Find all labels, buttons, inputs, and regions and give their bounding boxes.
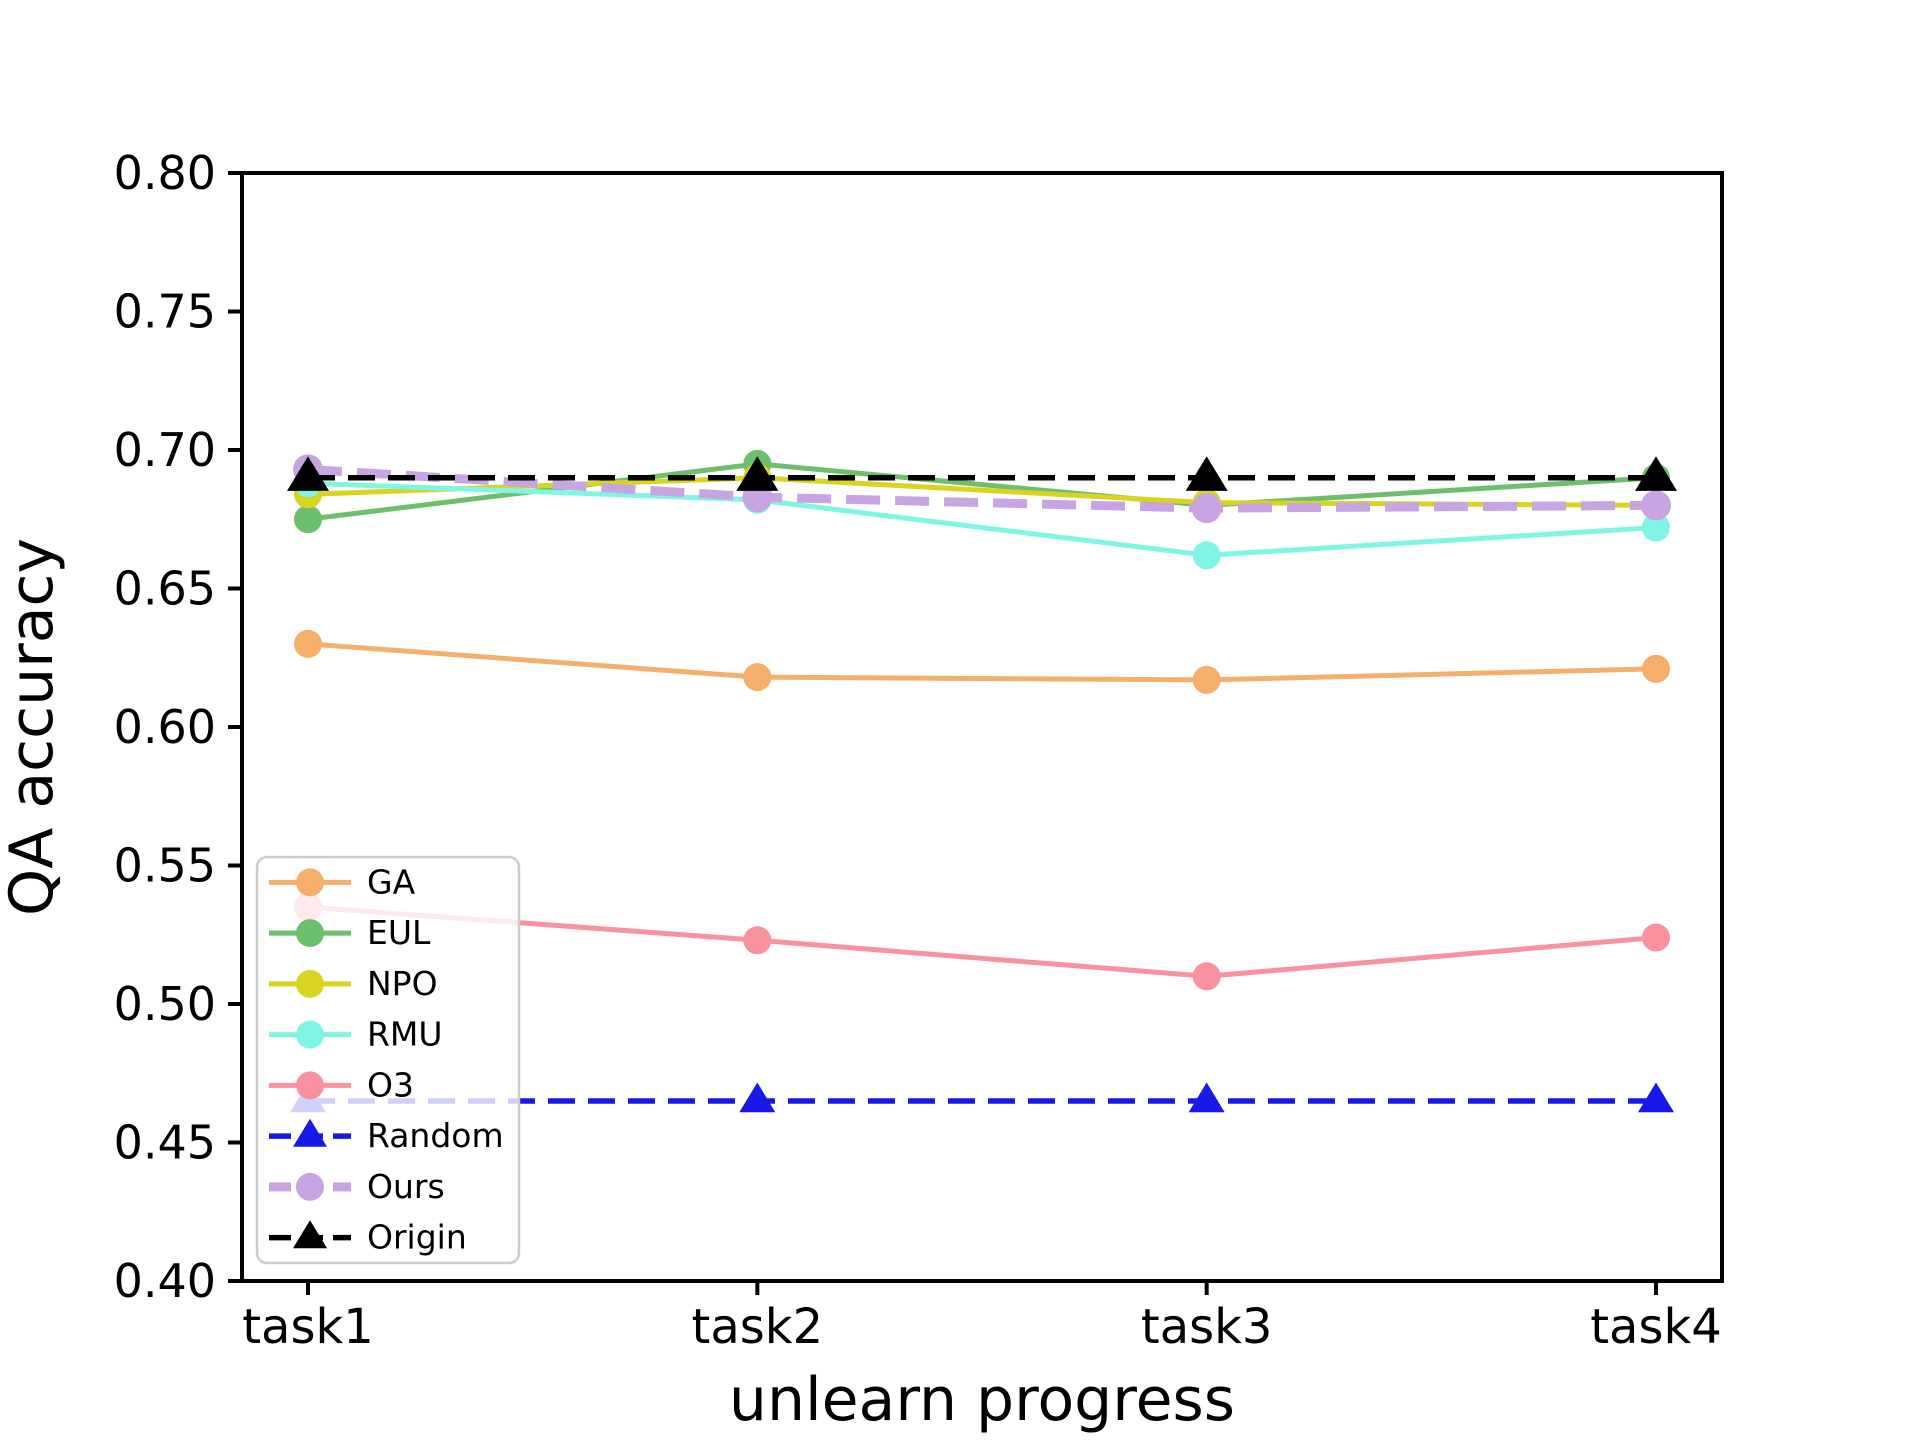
legend-label-EUL: EUL (367, 913, 431, 952)
series-marker-Random-3 (1638, 1082, 1674, 1113)
y-axis-label: QA accuracy (0, 538, 67, 916)
series-marker-O3-1 (743, 926, 772, 955)
legend: GA EUL NPO RMU O3 Random Ours Origin (255, 855, 521, 1265)
legend-swatch-marker-Ours (296, 1172, 324, 1201)
legend-swatch-marker-GA (296, 868, 324, 897)
series-marker-Origin-2 (1185, 456, 1228, 491)
x-axis-label: unlearn progress (729, 1365, 1235, 1435)
legend-swatch-marker-O3 (296, 1071, 324, 1100)
y-tick-label-2: 0.50 (114, 977, 216, 1031)
legend-label-Origin: Origin (367, 1218, 467, 1257)
legend-item-Origin: Origin (269, 1218, 467, 1257)
y-tick-label-8: 0.80 (114, 146, 216, 200)
y-tick-label-6: 0.70 (114, 423, 216, 477)
series-marker-Random-2 (1188, 1082, 1225, 1113)
series-marker-Origin-3 (1635, 456, 1677, 491)
legend-swatch-marker-EUL (296, 919, 324, 948)
y-tick-label-5: 0.65 (114, 562, 216, 616)
series-marker-RMU-2 (1192, 541, 1221, 570)
series-layer (287, 449, 1677, 1113)
series-marker-GA-1 (743, 663, 772, 692)
series-marker-GA-2 (1192, 665, 1221, 694)
series-marker-Random-1 (739, 1082, 776, 1113)
x-tick-label-3: task4 (1590, 1299, 1722, 1355)
legend-label-Ours: Ours (367, 1167, 445, 1206)
legend-item-Ours: Ours (269, 1167, 445, 1206)
series-marker-EUL-0 (294, 505, 322, 534)
series-marker-Ours-2 (1191, 493, 1222, 524)
series-line-RMU (307, 480, 1657, 558)
y-tick-label-4: 0.60 (114, 700, 216, 754)
legend-item-GA: GA (269, 862, 416, 901)
legend-item-EUL: EUL (269, 913, 431, 952)
series-line-GA (307, 641, 1657, 683)
x-tick-label-0: task1 (242, 1299, 374, 1355)
series-marker-RMU-3 (1642, 513, 1670, 542)
legend-swatch-marker-Origin (293, 1220, 327, 1249)
series-marker-Ours-3 (1641, 490, 1671, 521)
x-tick-label-2: task3 (1141, 1299, 1273, 1355)
legend-item-NPO: NPO (269, 964, 438, 1003)
y-tick-label-0: 0.40 (114, 1254, 216, 1308)
y-tick-label-7: 0.75 (114, 285, 216, 339)
ticks-layer: 0.40 0.45 0.50 0.55 0.60 0.65 0.70 0.75 0.80 task… (114, 146, 1722, 1355)
legend-item-O3: O3 (269, 1065, 414, 1104)
legend-box (255, 855, 521, 1265)
y-tick-label-3: 0.55 (114, 839, 216, 893)
series-marker-GA-3 (1642, 654, 1670, 683)
legend-swatch-marker-RMU (296, 1020, 324, 1049)
y-tick-label-1: 0.45 (114, 1116, 216, 1170)
series-line-O3 (307, 904, 1657, 979)
x-tick-label-1: task2 (692, 1299, 824, 1355)
legend-swatch-marker-Random (293, 1118, 327, 1147)
series-line-Ours (307, 464, 1657, 513)
legend-label-GA: GA (367, 862, 416, 901)
legend-item-RMU: RMU (269, 1015, 443, 1054)
series-marker-GA-0 (294, 629, 322, 658)
series-marker-Origin-1 (736, 456, 779, 491)
legend-label-RMU: RMU (367, 1015, 443, 1054)
series-marker-O3-3 (1642, 923, 1670, 952)
series-marker-Origin-0 (287, 456, 329, 491)
series-marker-O3-2 (1192, 962, 1221, 991)
legend-label-NPO: NPO (367, 964, 438, 1003)
legend-label-Random: Random (367, 1116, 504, 1155)
legend-swatch-marker-NPO (296, 969, 324, 998)
legend-label-O3: O3 (367, 1065, 414, 1104)
legend-item-Random: Random (269, 1116, 504, 1155)
